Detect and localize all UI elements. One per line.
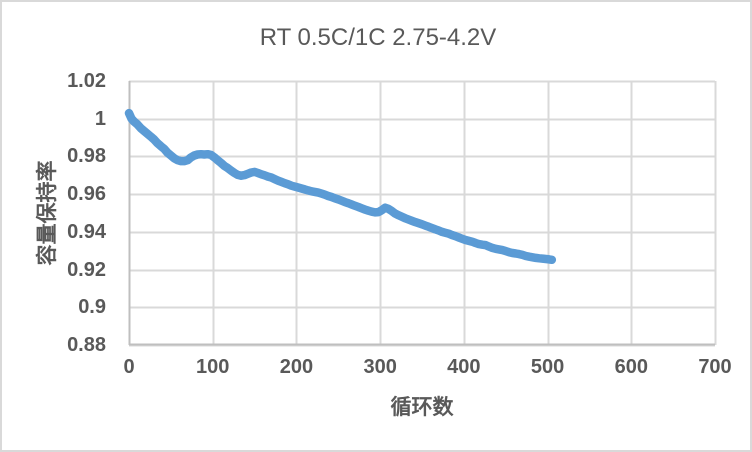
x-tick-label: 700 <box>698 356 732 378</box>
y-tick-label: 0.88 <box>67 334 106 356</box>
data-series-capacity-retention <box>124 108 557 265</box>
y-tick-label: 1 <box>94 107 106 130</box>
plot-area <box>124 80 717 347</box>
x-tick-label: 500 <box>530 356 565 378</box>
y-axis-title: 容量保持率 <box>36 160 59 266</box>
y-tick-label: 0.9 <box>78 296 106 319</box>
y-tick-label: 0.96 <box>67 183 106 206</box>
chart-title: RT 0.5C/1C 2.75-4.2V <box>259 24 497 51</box>
y-tick-label: 0.98 <box>67 145 106 168</box>
y-tick-label: 0.94 <box>67 220 106 243</box>
x-tick-label: 0 <box>123 356 135 378</box>
x-tick-label: 300 <box>363 356 397 378</box>
x-tick-label: 400 <box>447 356 481 378</box>
y-tick-label: 1.02 <box>67 70 106 92</box>
y-tick-label: 0.92 <box>67 258 106 281</box>
x-tick-label: 600 <box>614 356 648 378</box>
x-tick-label: 200 <box>279 356 314 378</box>
x-tick-label: 100 <box>196 356 230 378</box>
x-axis-title: 循环数 <box>390 396 454 419</box>
